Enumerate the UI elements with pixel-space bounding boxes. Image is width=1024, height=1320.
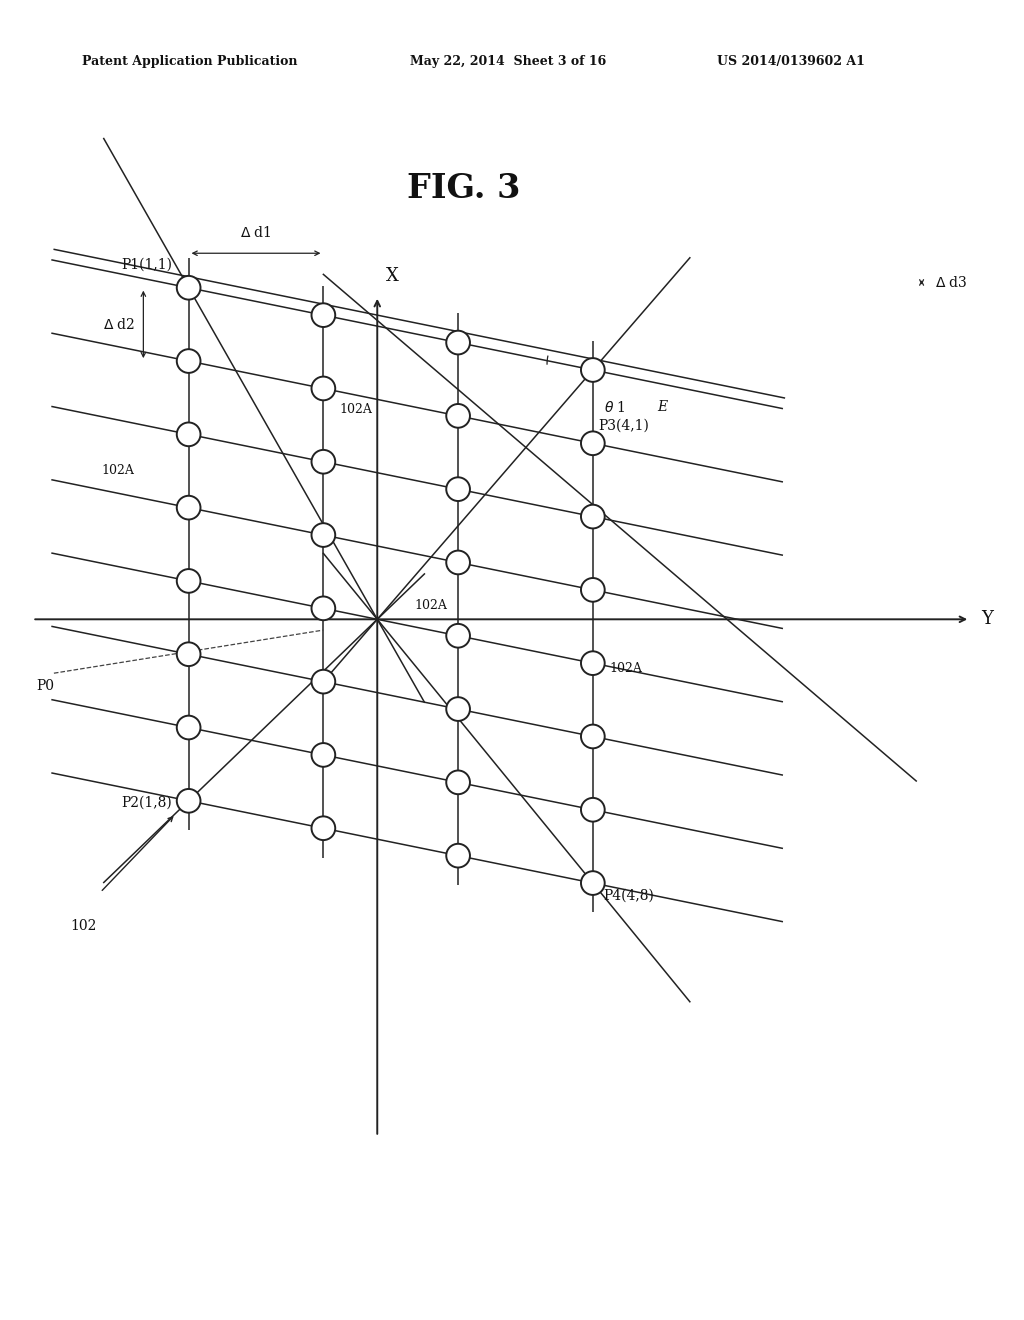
Circle shape <box>581 504 605 528</box>
Circle shape <box>311 450 335 474</box>
Circle shape <box>177 350 201 372</box>
Circle shape <box>311 376 335 400</box>
Circle shape <box>581 797 605 821</box>
Circle shape <box>177 276 201 300</box>
Text: P2(1,8): P2(1,8) <box>122 796 172 809</box>
Circle shape <box>446 843 470 867</box>
Text: Patent Application Publication: Patent Application Publication <box>82 55 297 69</box>
Circle shape <box>311 523 335 546</box>
Text: 102A: 102A <box>340 404 373 417</box>
Text: $\Delta$ d2: $\Delta$ d2 <box>102 317 135 331</box>
Text: FIG. 3: FIG. 3 <box>407 172 520 205</box>
Text: E: E <box>657 400 668 414</box>
Circle shape <box>581 651 605 675</box>
Circle shape <box>446 404 470 428</box>
Circle shape <box>177 422 201 446</box>
Circle shape <box>446 550 470 574</box>
Text: X: X <box>386 267 398 285</box>
Circle shape <box>581 358 605 381</box>
Text: Y: Y <box>981 610 992 628</box>
Text: May 22, 2014  Sheet 3 of 16: May 22, 2014 Sheet 3 of 16 <box>410 55 606 69</box>
Circle shape <box>446 478 470 502</box>
Text: $\Delta$ d1: $\Delta$ d1 <box>241 226 271 240</box>
Circle shape <box>311 597 335 620</box>
Circle shape <box>446 697 470 721</box>
Circle shape <box>311 816 335 840</box>
Circle shape <box>177 789 201 813</box>
Text: $\Delta$ d3: $\Delta$ d3 <box>935 275 967 290</box>
Circle shape <box>581 725 605 748</box>
Circle shape <box>446 331 470 355</box>
Text: P4(4,8): P4(4,8) <box>603 888 654 903</box>
Circle shape <box>446 771 470 795</box>
Circle shape <box>311 304 335 327</box>
Circle shape <box>177 715 201 739</box>
Circle shape <box>581 432 605 455</box>
Text: US 2014/0139602 A1: US 2014/0139602 A1 <box>717 55 864 69</box>
Circle shape <box>581 578 605 602</box>
Text: P0: P0 <box>36 678 54 693</box>
Circle shape <box>177 496 201 520</box>
Text: 102A: 102A <box>415 599 447 612</box>
Circle shape <box>311 743 335 767</box>
Text: 102: 102 <box>70 920 96 933</box>
Text: $\theta$ 1: $\theta$ 1 <box>603 400 626 416</box>
Circle shape <box>177 569 201 593</box>
Circle shape <box>446 624 470 648</box>
Circle shape <box>177 643 201 667</box>
Text: 102A: 102A <box>101 465 135 478</box>
Text: 102A: 102A <box>609 663 642 675</box>
Circle shape <box>311 669 335 693</box>
Text: P3(4,1): P3(4,1) <box>598 418 649 433</box>
Text: P1(1,1): P1(1,1) <box>122 257 172 272</box>
Circle shape <box>581 871 605 895</box>
